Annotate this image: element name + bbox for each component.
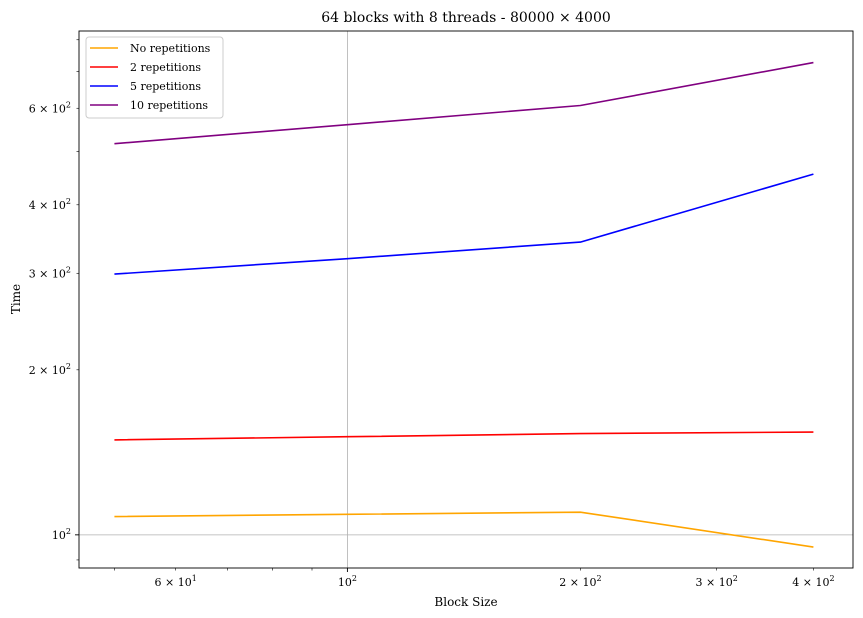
series-lines <box>114 61 814 548</box>
x-tick-label: 102 <box>338 574 357 589</box>
x-axis-label: Block Size <box>434 595 497 609</box>
y-tick-label: 3 × 102 <box>29 265 71 280</box>
chart-title: 64 blocks with 8 threads - 80000 × 4000 <box>321 10 611 26</box>
grid-lines <box>79 31 853 568</box>
x-tick-label: 2 × 102 <box>559 574 601 589</box>
y-axis-label: Time <box>9 284 23 314</box>
legend-label-4: 10 repetitions <box>130 99 208 112</box>
x-tick-label: 4 × 102 <box>792 574 834 589</box>
legend: No repetitions 2 repetitions 5 repetitions… <box>85 36 224 119</box>
legend-box <box>85 36 224 119</box>
series-line-2 <box>114 431 814 441</box>
legend-label-3: 5 repetitions <box>130 80 201 93</box>
legend-label-2: 2 repetitions <box>130 61 201 74</box>
series-line-3 <box>114 173 814 275</box>
plot-frame <box>78 30 854 569</box>
y-tick-label: 2 × 102 <box>29 362 71 377</box>
x-tick-label: 3 × 102 <box>696 574 738 589</box>
x-tick-label: 6 × 101 <box>155 574 197 589</box>
y-tick-label: 102 <box>52 527 71 542</box>
series-line-4 <box>114 61 814 145</box>
y-tick-label: 6 × 102 <box>29 100 71 115</box>
legend-label-1: No repetitions <box>130 42 211 55</box>
y-tick-label: 4 × 102 <box>29 197 71 212</box>
series-line-1 <box>114 511 814 548</box>
axis-ticks: 6 × 101 102 2 × 102 3 × 102 4 × 102 102 2 × 10… <box>29 39 835 589</box>
